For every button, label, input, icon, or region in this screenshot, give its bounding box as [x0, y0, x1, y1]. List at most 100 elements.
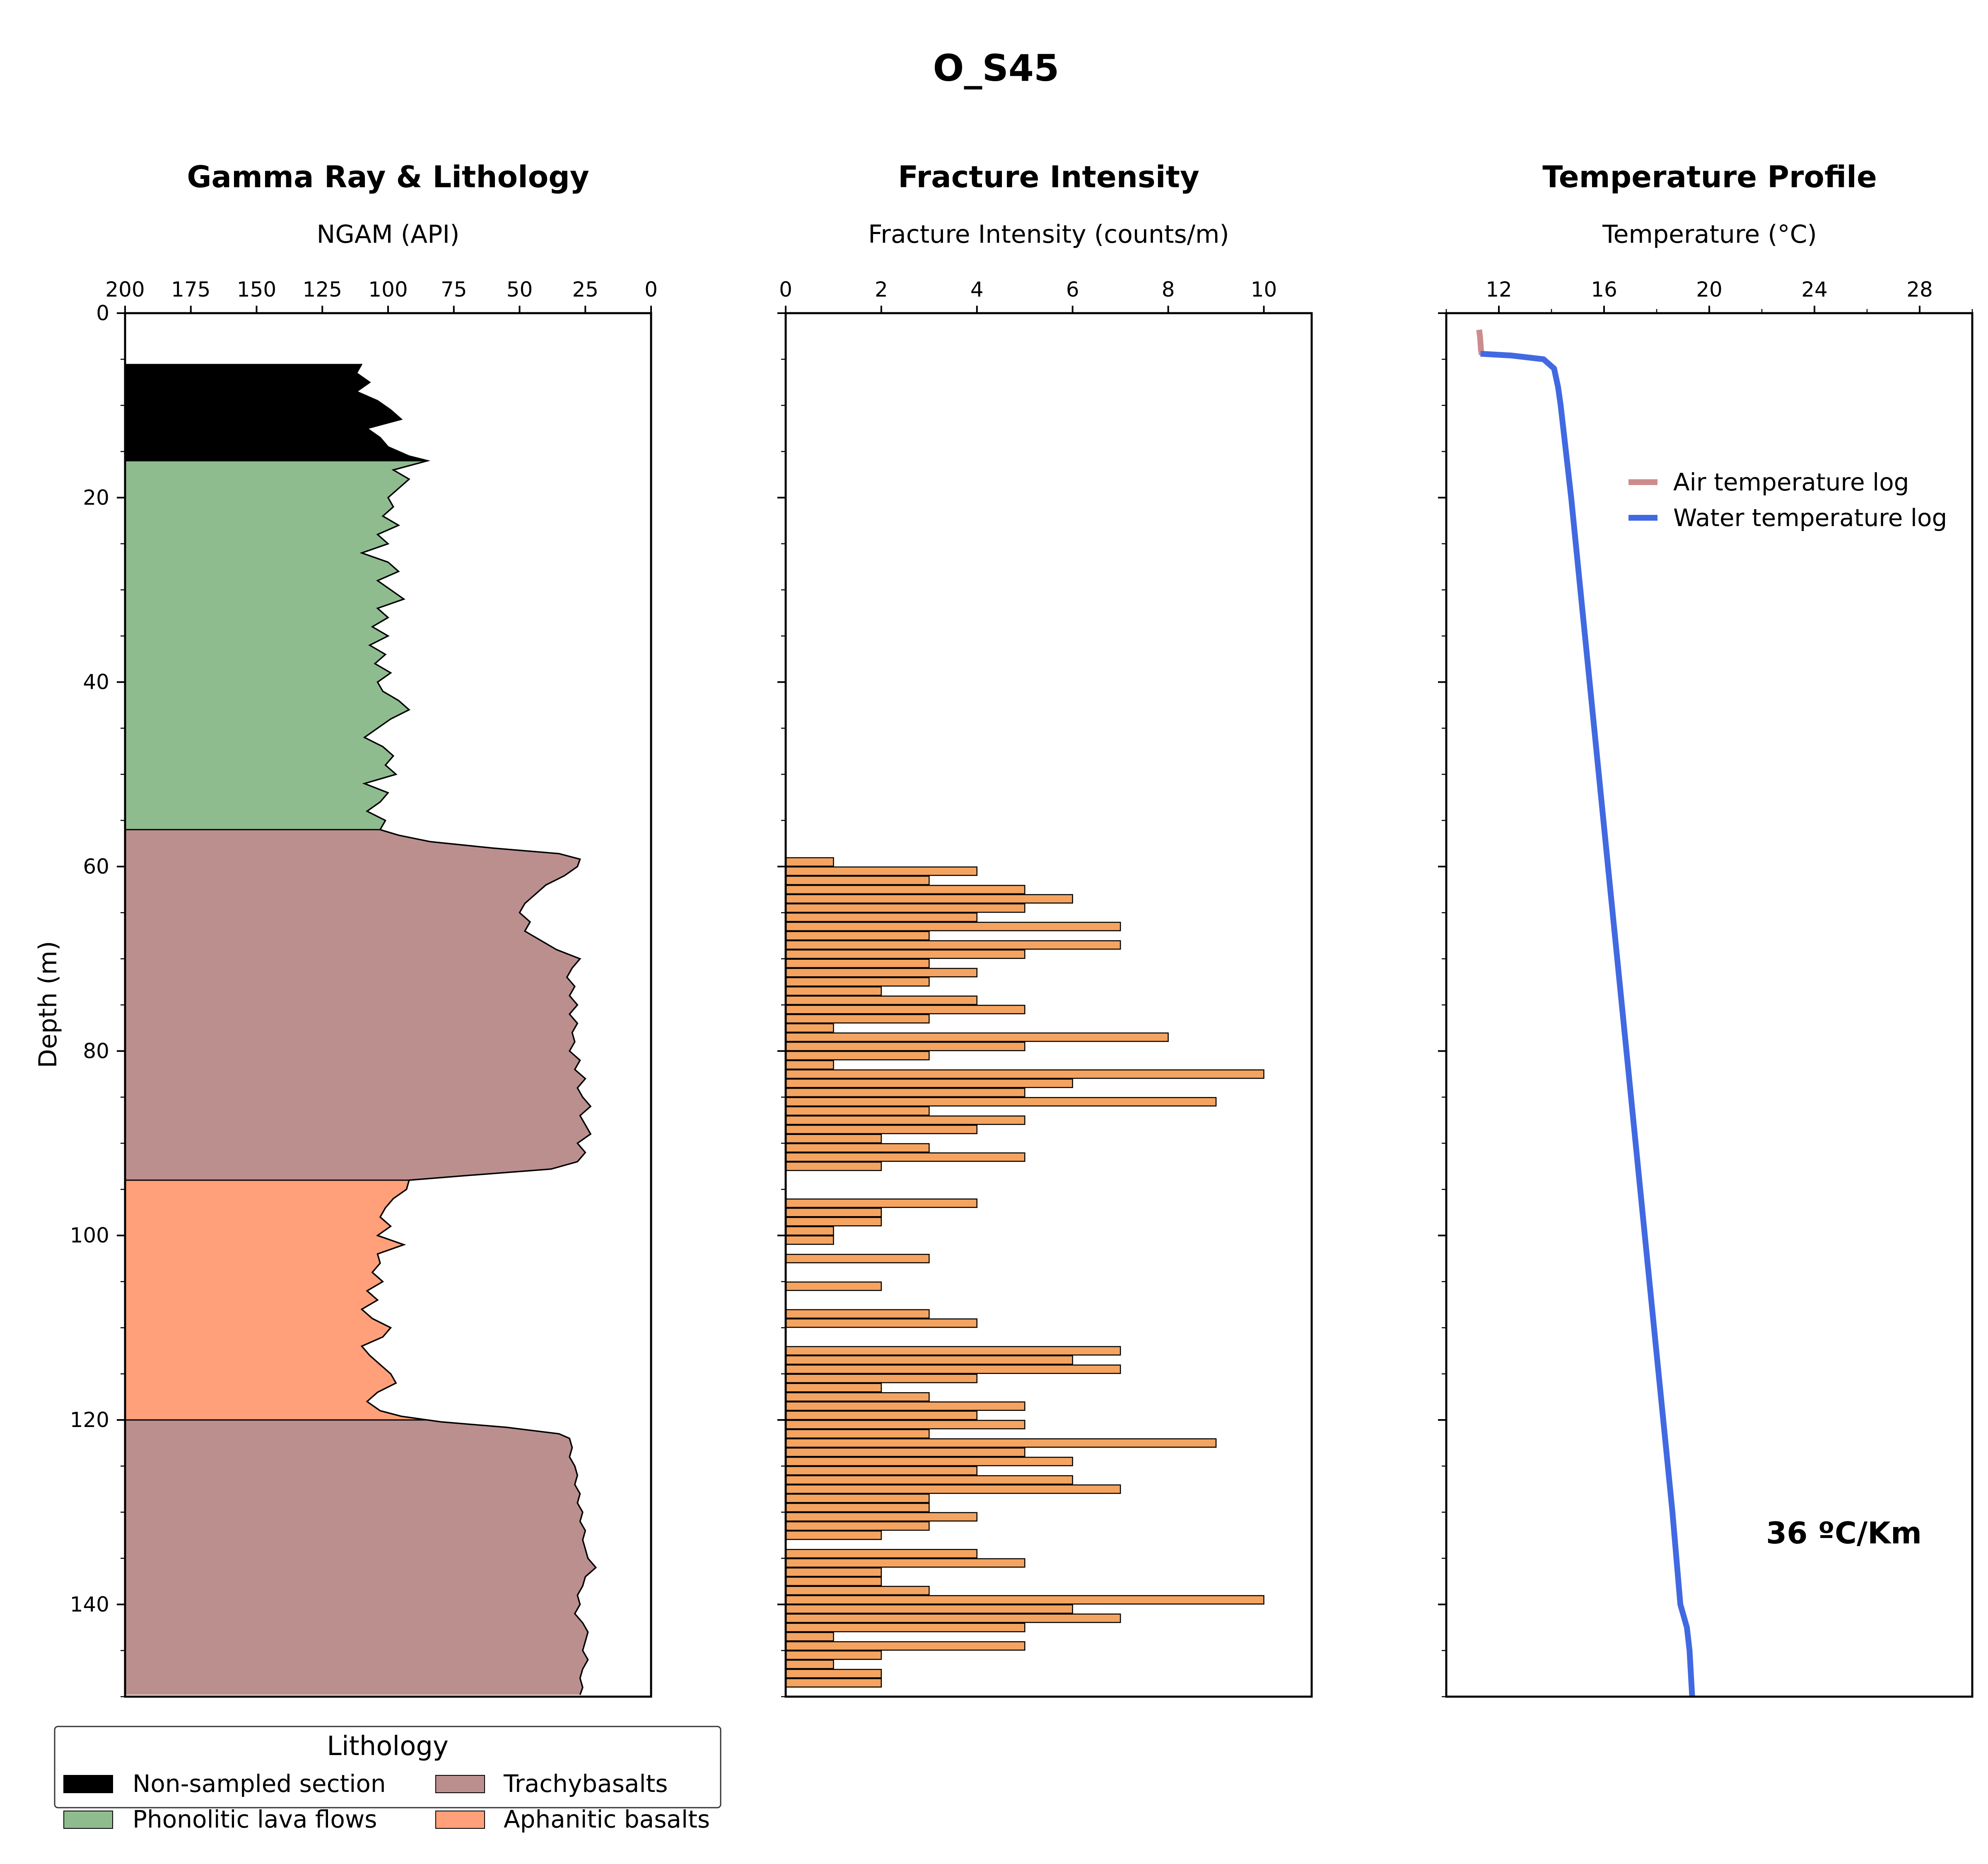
- fracture-bar: [785, 1115, 1025, 1125]
- depth-tick-label: 40: [83, 670, 109, 694]
- fracture-bar: [785, 1549, 978, 1559]
- fracture-bar: [785, 1493, 930, 1503]
- fracture-depth-ticks: [777, 312, 786, 1697]
- temperature-depth-ticks: [1438, 312, 1446, 1697]
- fracture-bar: [785, 1392, 930, 1402]
- depth-tick-label: 60: [83, 855, 109, 879]
- legend-air-label: Air temperature log: [1673, 468, 1909, 496]
- fracture-bar: [785, 1623, 1025, 1632]
- fracture-bar: [785, 894, 1073, 904]
- fracture-bar: [785, 986, 882, 996]
- fracture-bar: [785, 1032, 1169, 1042]
- fracture-tick-label: 8: [1162, 278, 1175, 302]
- fracture-plot-frame: [784, 312, 1313, 1698]
- fracture-bar: [785, 1374, 978, 1384]
- ngam-curve: [355, 363, 597, 1695]
- fracture-bar: [785, 1383, 882, 1393]
- fracture-bar: [785, 1023, 834, 1033]
- fracture-intensity-panel: Fracture Intensity Fracture Intensity (c…: [777, 159, 1313, 1698]
- fracture-bar: [785, 1207, 882, 1217]
- ngam-tick-label: 200: [105, 278, 145, 302]
- fracture-bar: [785, 857, 834, 867]
- fracture-bar: [785, 1668, 882, 1678]
- temperature-ticks: 12 16 20 24 28: [1445, 278, 1973, 313]
- fracture-bar: [785, 885, 1025, 895]
- legend-label-phonolitic: Phonolitic lava flows: [133, 1805, 377, 1833]
- fracture-bar: [785, 1595, 1264, 1605]
- fracture-bar: [785, 1226, 834, 1236]
- fracture-bar: [785, 1632, 834, 1642]
- fracture-tick-label: 10: [1251, 278, 1277, 302]
- fracture-bar: [785, 1613, 1121, 1623]
- fracture-bar: [785, 1503, 930, 1512]
- fracture-bar: [785, 1355, 1073, 1365]
- fracture-bar: [785, 995, 978, 1005]
- lithology-legend-box: [54, 1726, 721, 1808]
- fracture-bar: [785, 1678, 882, 1688]
- fracture-bars: [785, 857, 1264, 1688]
- temperature-tick-label: 12: [1486, 278, 1512, 302]
- depth-tick-label: 120: [70, 1408, 109, 1432]
- temperature-plot-frame: [1445, 312, 1974, 1698]
- depth-tick-label: 140: [70, 1592, 109, 1616]
- fracture-panel-title: Fracture Intensity: [898, 159, 1199, 194]
- lithology-fill-aphanitic-basalts-3: [125, 1180, 428, 1420]
- fracture-tick-label: 4: [970, 278, 984, 302]
- fracture-bar: [785, 1586, 930, 1596]
- legend-label-trachybasalts: Trachybasalts: [503, 1770, 668, 1798]
- temperature-axis-label: Temperature (°C): [1602, 220, 1817, 249]
- lithology-fills: [125, 364, 596, 1695]
- fracture-tick-label: 0: [779, 278, 792, 302]
- legend-swatch-phonolitic: [63, 1811, 113, 1829]
- depth-ticks: 0 20 40 60 80 100 120 140: [70, 301, 125, 1697]
- lithology-legend-title: Lithology: [327, 1731, 449, 1762]
- fracture-bar: [785, 1484, 1121, 1494]
- ngam-tick-label: 175: [171, 278, 210, 302]
- fracture-bar: [785, 1641, 1025, 1651]
- fracture-bar: [785, 1438, 1217, 1448]
- fracture-bar: [785, 1659, 834, 1669]
- fracture-bar: [785, 922, 1121, 932]
- y-axis-label: Depth (m): [34, 941, 63, 1068]
- fracture-bar: [785, 1069, 1264, 1079]
- fracture-bar: [785, 1456, 1073, 1466]
- depth-tick-label: 80: [83, 1039, 109, 1063]
- fracture-bar: [785, 1097, 1217, 1107]
- fracture-bar: [785, 1125, 978, 1135]
- fracture-bar: [785, 1604, 1073, 1614]
- ngam-tick-label: 25: [572, 278, 598, 302]
- fracture-axis-label: Fracture Intensity (counts/m): [868, 220, 1229, 249]
- gamma-panel-title: Gamma Ray & Lithology: [187, 159, 589, 194]
- fracture-ticks: 0 2 4 6 8 10: [779, 278, 1277, 313]
- fracture-bar: [785, 1567, 882, 1577]
- fracture-bar: [785, 1309, 930, 1319]
- depth-tick-label: 0: [96, 301, 109, 325]
- fracture-bar: [785, 1650, 882, 1660]
- fracture-bar: [785, 1346, 1121, 1356]
- fracture-bar: [785, 1078, 1073, 1088]
- ngam-tick-label: 0: [644, 278, 658, 302]
- legend-label-aphanitic: Aphanitic basalts: [504, 1805, 710, 1833]
- fracture-bar: [785, 1512, 978, 1522]
- lithology-legend: Lithology Non-sampled section Phonolitic…: [54, 1726, 721, 1833]
- fracture-bar: [785, 1401, 1025, 1411]
- fracture-bar: [785, 903, 1025, 913]
- fracture-bar: [785, 1253, 930, 1263]
- fracture-bar: [785, 1530, 882, 1540]
- fracture-bar: [785, 1429, 930, 1439]
- fracture-bar: [785, 1134, 882, 1144]
- depth-tick-label: 100: [70, 1224, 109, 1248]
- fracture-bar: [785, 866, 978, 876]
- legend-label-non-sampled: Non-sampled section: [133, 1770, 386, 1798]
- temperature-panel-title: Temperature Profile: [1542, 159, 1877, 194]
- geothermal-gradient-annotation: 36 ºC/Km: [1766, 1516, 1922, 1550]
- temperature-tick-label: 24: [1801, 278, 1828, 302]
- temperature-tick-label: 28: [1906, 278, 1933, 302]
- lithology-fill-phonolitic-lava-flows-1: [125, 461, 428, 830]
- ngam-tick-label: 50: [507, 278, 533, 302]
- fracture-bar: [785, 931, 930, 941]
- lithology-fill-trachybasalts-2: [125, 829, 591, 1181]
- temperature-tick-label: 20: [1696, 278, 1723, 302]
- legend-swatch-trachybasalts: [435, 1775, 485, 1793]
- fracture-bar: [785, 1004, 1025, 1014]
